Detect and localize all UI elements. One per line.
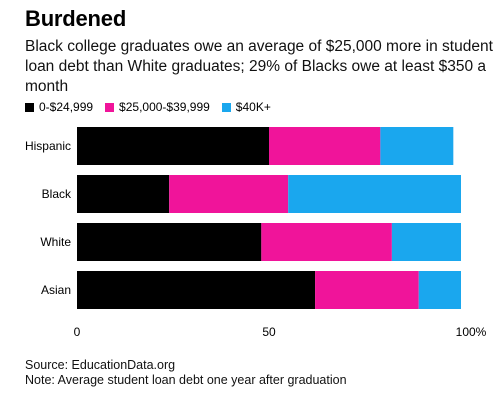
bar-segment-asian-1	[315, 271, 419, 309]
legend-item-high: $40K+	[221, 100, 271, 114]
bar-segment-white-1	[261, 223, 392, 261]
legend-swatch-low	[25, 102, 34, 112]
bar-segment-hispanic-2	[380, 127, 454, 165]
bar-segment-hispanic-1	[269, 127, 381, 165]
legend-swatch-high	[221, 102, 231, 112]
bar-segment-hispanic-0	[77, 127, 269, 165]
bar-segment-black-1	[169, 175, 289, 213]
bar-segment-white-2	[391, 223, 461, 261]
category-label-hispanic: Hispanic	[25, 139, 71, 153]
legend-item-low: 0-$24,999	[25, 100, 93, 114]
category-label-black: Black	[42, 187, 72, 201]
footnote: Note: Average student loan debt one year…	[25, 373, 347, 387]
x-tick-label-0: 0	[74, 325, 81, 339]
bar-segment-black-2	[288, 175, 461, 213]
legend-item-mid: $25,000-$39,999	[105, 100, 210, 114]
chart-footer: Source: EducationData.org Note: Average …	[25, 358, 347, 388]
category-label-asian: Asian	[41, 283, 71, 297]
bar-segment-asian-0	[77, 271, 316, 309]
chart-title: Burdened	[25, 6, 127, 31]
legend: 0-$24,999 $25,000-$39,999 $40K+	[25, 100, 283, 114]
bar-segment-black-0	[77, 175, 170, 213]
source-note: Source: EducationData.org	[25, 358, 176, 372]
x-tick-label-2: 100%	[456, 325, 487, 339]
chart-subtitle: Black college graduates owe an average o…	[25, 38, 493, 95]
legend-label-high: $40K+	[235, 100, 271, 114]
bar-segment-white-0	[77, 223, 262, 261]
category-label-white: White	[40, 235, 71, 249]
legend-label-mid: $25,000-$39,999	[119, 100, 210, 114]
bar-segment-asian-2	[418, 271, 461, 309]
legend-label-low: 0-$24,999	[39, 100, 94, 114]
legend-swatch-mid	[105, 102, 115, 112]
x-tick-label-1: 50	[262, 325, 276, 339]
